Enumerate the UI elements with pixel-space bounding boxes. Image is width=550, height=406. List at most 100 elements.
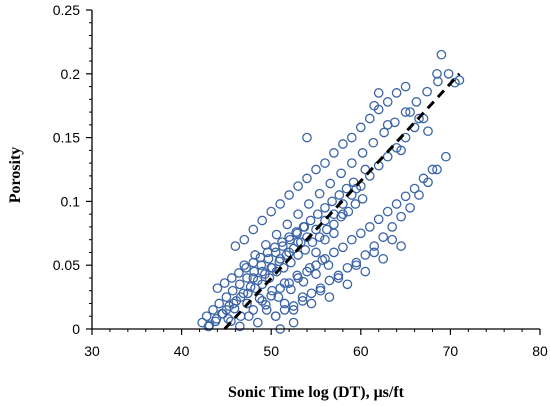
data-point	[327, 196, 337, 207]
data-point	[423, 177, 433, 188]
data-point	[201, 311, 212, 322]
data-point	[303, 199, 314, 209]
data-point	[364, 113, 375, 124]
data-point	[234, 279, 245, 290]
data-point	[311, 247, 321, 258]
data-point	[250, 250, 260, 260]
data-point	[329, 247, 339, 258]
data-point	[242, 298, 252, 309]
data-point	[293, 237, 303, 248]
data-point	[221, 292, 232, 302]
data-point	[243, 288, 253, 299]
data-point	[298, 222, 309, 232]
data-point	[357, 193, 368, 204]
data-point	[334, 190, 345, 200]
data-point	[382, 151, 393, 162]
data-point	[320, 215, 330, 226]
data-point	[291, 227, 302, 237]
data-point	[257, 296, 268, 306]
data-point	[300, 245, 311, 255]
data-point	[248, 273, 259, 283]
data-point	[271, 229, 282, 240]
data-point	[378, 232, 389, 242]
data-point	[228, 298, 239, 309]
data-point	[338, 242, 348, 253]
data-point	[441, 151, 451, 162]
data-point	[269, 242, 280, 253]
data-point	[275, 199, 286, 209]
scatter-points	[197, 49, 465, 334]
data-point	[314, 188, 325, 199]
data-point	[257, 215, 268, 226]
data-point	[423, 126, 433, 137]
data-point	[234, 268, 244, 278]
data-point	[234, 321, 245, 332]
data-point	[311, 269, 321, 279]
data-point	[454, 75, 465, 86]
data-point	[369, 100, 380, 111]
x-tick-label: 80	[532, 343, 548, 359]
data-point	[373, 214, 384, 225]
data-point	[333, 273, 344, 283]
data-point	[239, 260, 250, 271]
x-tick-label: 40	[174, 343, 190, 359]
data-point	[405, 107, 415, 117]
data-point	[302, 266, 312, 277]
data-point	[257, 266, 268, 277]
data-point	[411, 97, 422, 107]
data-point	[396, 145, 406, 156]
data-point	[279, 305, 290, 315]
data-point	[382, 119, 393, 130]
data-point	[320, 158, 330, 168]
data-point	[400, 107, 411, 117]
data-point	[266, 290, 277, 301]
data-point	[297, 292, 308, 302]
data-point	[387, 222, 398, 232]
data-point	[400, 191, 411, 202]
data-point	[221, 305, 232, 315]
data-point	[284, 278, 294, 288]
data-point	[338, 209, 348, 220]
data-point	[443, 68, 454, 79]
data-point	[284, 232, 294, 242]
data-point	[432, 68, 442, 79]
data-point	[306, 298, 317, 309]
data-point	[351, 260, 362, 271]
data-point	[391, 88, 402, 98]
data-point	[329, 219, 339, 230]
data-point	[293, 181, 303, 191]
data-point	[254, 293, 265, 304]
data-point	[396, 241, 406, 251]
data-point	[355, 228, 366, 239]
data-point	[226, 273, 237, 283]
data-point	[277, 237, 287, 248]
data-point	[297, 296, 308, 306]
data-point	[368, 137, 379, 148]
data-point	[311, 224, 321, 235]
y-tick-label: 0.25	[53, 2, 80, 18]
axes	[86, 9, 541, 335]
data-point	[293, 273, 303, 283]
data-point	[320, 253, 330, 264]
y-tick-label: 0.15	[53, 130, 80, 146]
data-point	[242, 273, 252, 283]
data-point	[282, 219, 293, 230]
y-tick-label: 0	[72, 321, 80, 337]
data-point	[219, 278, 230, 288]
data-point	[314, 232, 325, 242]
x-tick-label: 60	[353, 343, 369, 359]
data-point	[279, 298, 290, 309]
data-point	[208, 305, 218, 315]
data-point	[324, 275, 335, 286]
x-tick-label: 30	[84, 343, 100, 359]
data-point	[212, 283, 223, 294]
data-point	[250, 283, 260, 294]
data-point	[307, 237, 318, 248]
data-point	[248, 224, 259, 235]
data-point	[436, 49, 447, 60]
data-point	[284, 247, 294, 258]
data-point	[302, 132, 312, 143]
data-point	[311, 164, 321, 175]
data-point	[346, 234, 357, 245]
